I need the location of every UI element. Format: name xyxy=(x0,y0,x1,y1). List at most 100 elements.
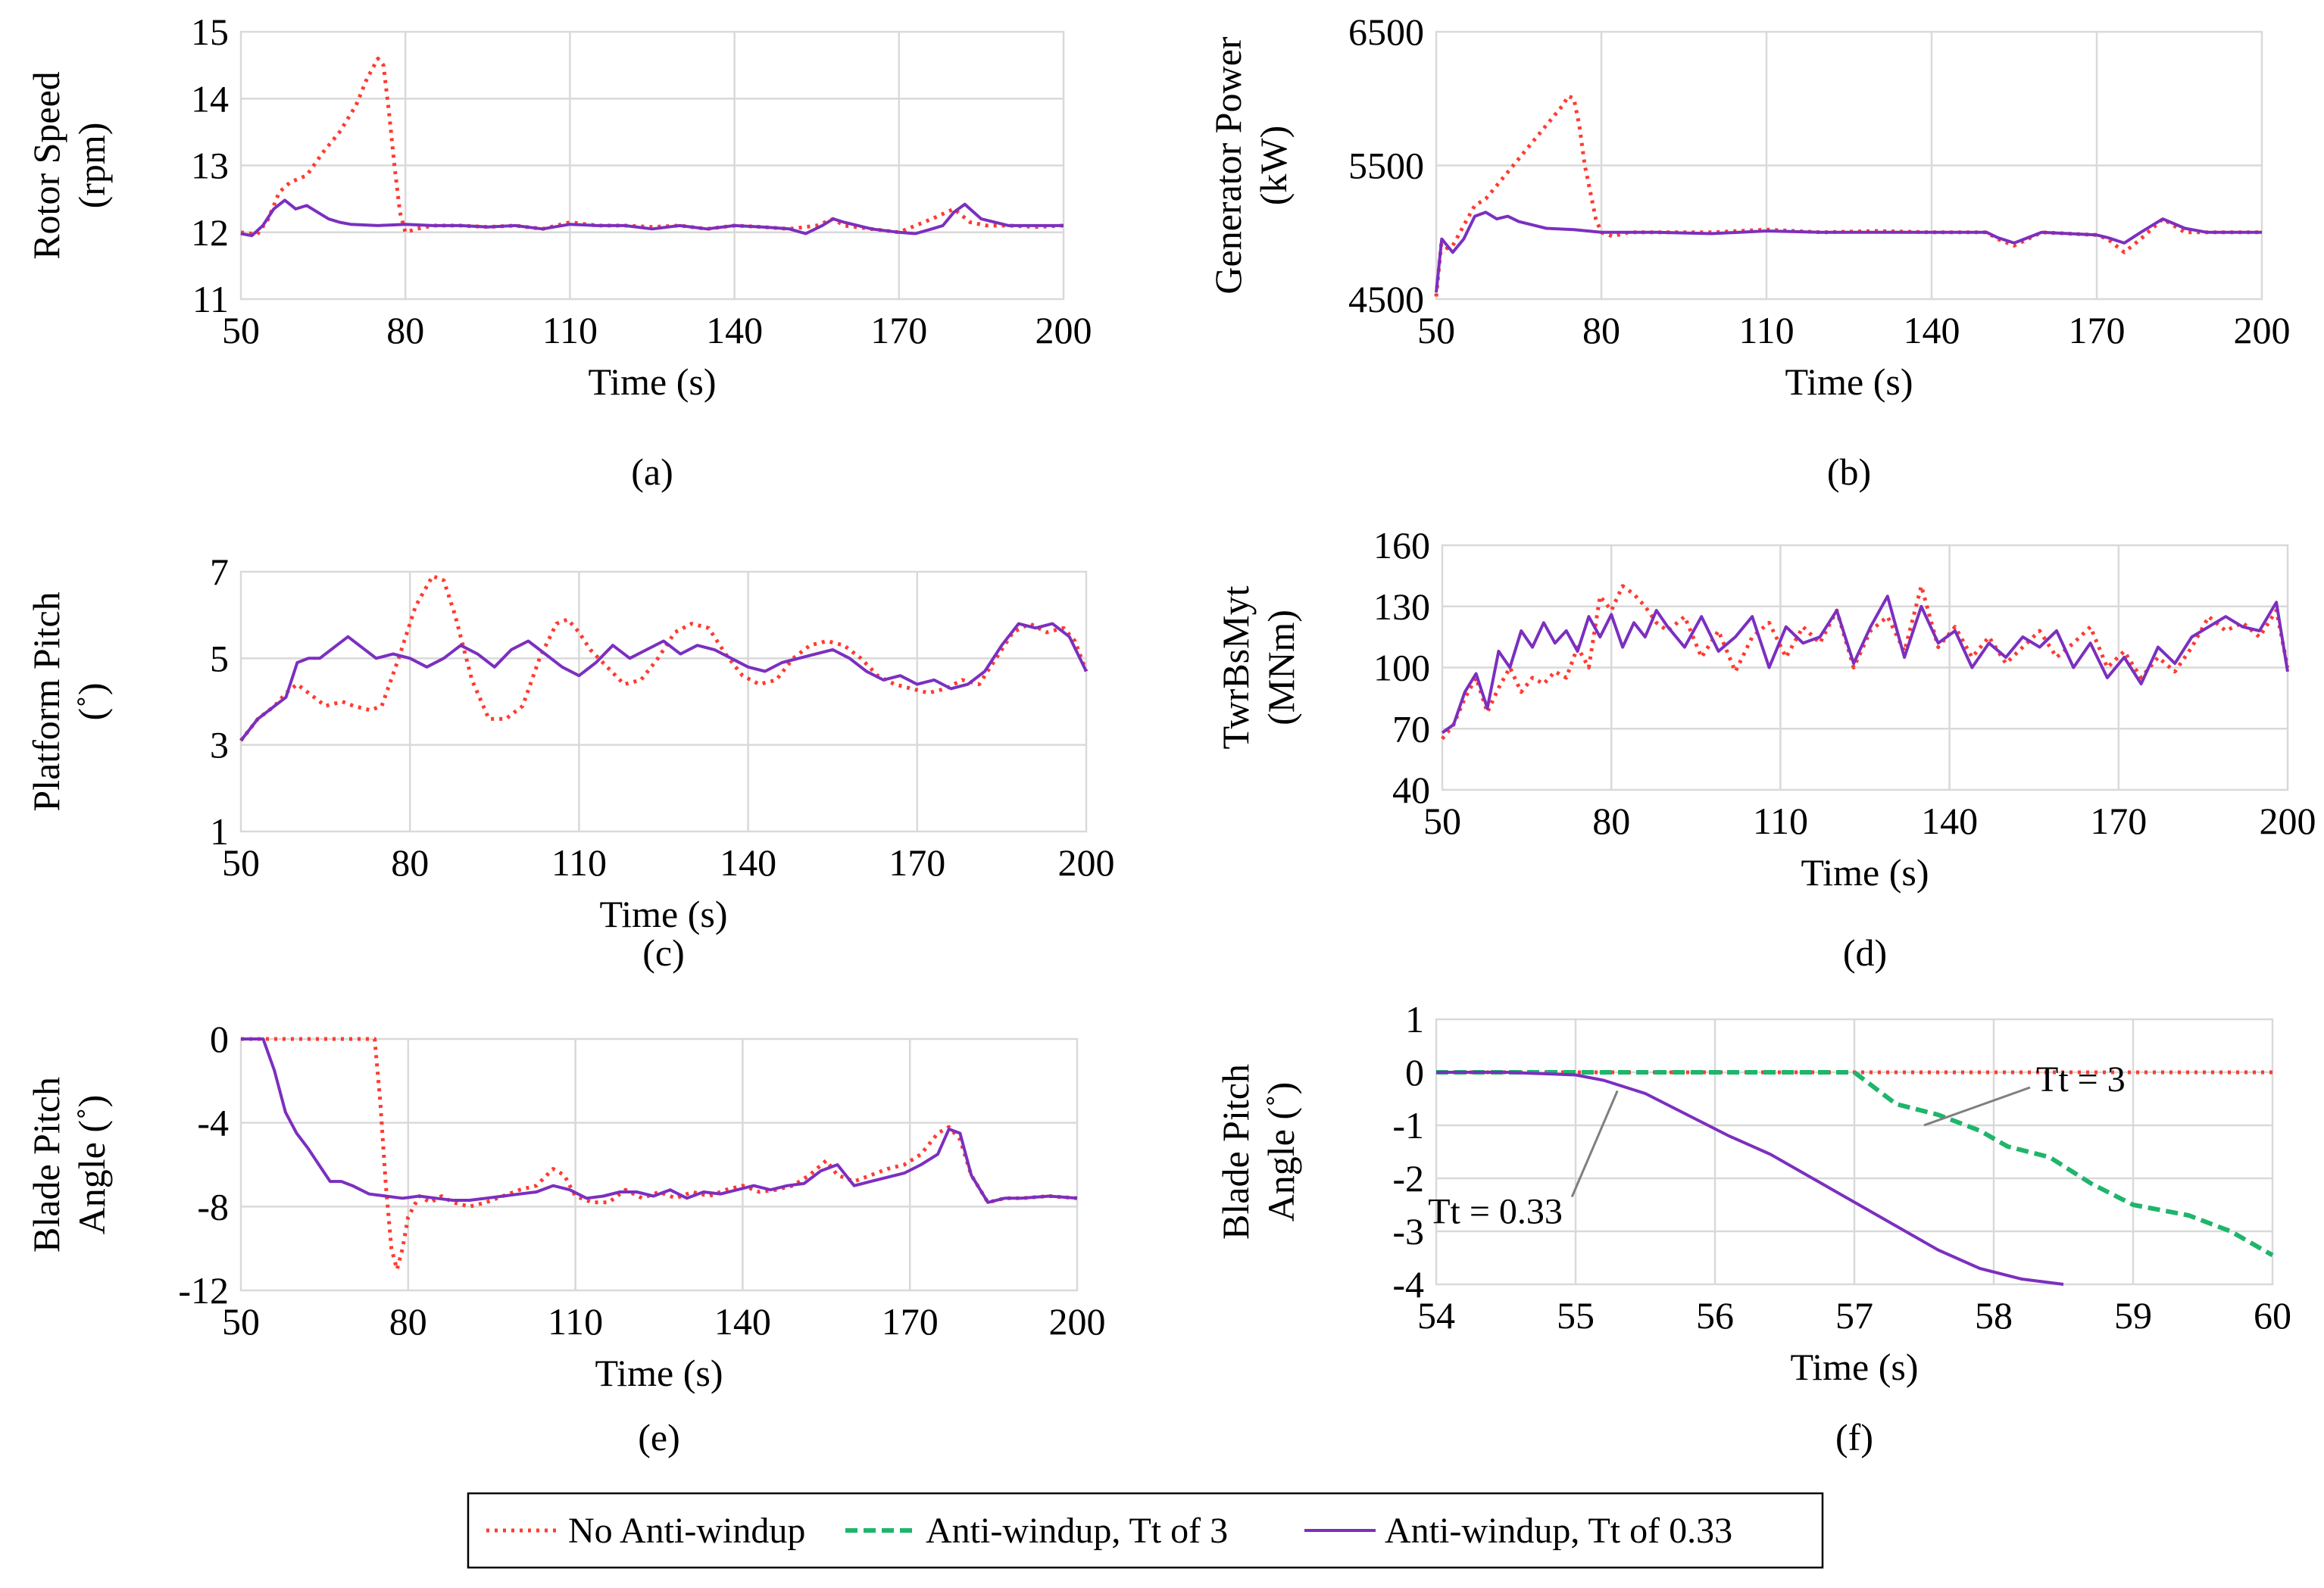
y-axis-label: Blade Pitch xyxy=(25,1077,67,1253)
legend: No Anti-windup Anti-windup, Tt of 3 Anti… xyxy=(467,1492,1824,1569)
series-line-anti-windup-tt-of-0-33 xyxy=(241,1037,1078,1204)
y-tick-label: 0 xyxy=(1405,1051,1424,1094)
x-tick-label: 140 xyxy=(1904,309,1960,351)
y-tick-label: -3 xyxy=(1392,1210,1424,1253)
y-axis-label: (rpm) xyxy=(70,123,113,209)
series-line-anti-windup-tt-of-0-33 xyxy=(240,198,1064,238)
chart-c: 50 80 110 140 170 200 1 3 5 7 Time (s) Platform Pit… xyxy=(25,551,1115,974)
panel-caption: (c) xyxy=(642,931,685,974)
y-tick-label: -12 xyxy=(178,1269,229,1312)
x-tick-label: 80 xyxy=(391,841,429,884)
x-tick-label: 80 xyxy=(1592,800,1630,842)
chart-d: 50 80 110 140 170 200 40 70 100 130 160 Time (s) Twr… xyxy=(1214,524,2316,974)
plot-frame xyxy=(239,1037,1079,1292)
x-tick-label: 200 xyxy=(1035,309,1092,351)
x-tick-label: 110 xyxy=(1738,309,1794,351)
y-axis-label: (MNm) xyxy=(1260,610,1302,725)
panel-caption: (e) xyxy=(638,1416,680,1459)
x-tick-label: 56 xyxy=(1696,1294,1734,1337)
y-tick-label: 3 xyxy=(210,724,229,766)
x-tick-label: 110 xyxy=(551,841,607,884)
y-axis-label: Rotor Speed xyxy=(25,71,67,260)
y-tick-label: 0 xyxy=(210,1018,229,1060)
legend-label-no-anti-windup: No Anti-windup xyxy=(568,1511,805,1551)
x-axis-label: Time (s) xyxy=(1785,360,1913,403)
chart-a: 50 80 110 140 170 200 11 12 13 14 15 Time (s) Rotor … xyxy=(25,11,1092,493)
series-line-no-anti-windup xyxy=(241,1037,1078,1271)
y-axis-label: Angle (˚) xyxy=(70,1095,113,1235)
x-tick-label: 60 xyxy=(2254,1294,2291,1337)
series-line-anti-windup-tt-of-0-33 xyxy=(1436,1071,2064,1286)
x-tick-label: 110 xyxy=(1753,800,1808,842)
series-line-anti-windup-tt-of-0-33 xyxy=(1441,594,2289,735)
x-tick-label: 170 xyxy=(2090,800,2147,842)
x-tick-label: 140 xyxy=(714,1300,771,1343)
x-tick-label: 140 xyxy=(1921,800,1978,842)
x-tick-label: 54 xyxy=(1417,1294,1455,1337)
x-tick-label: 50 xyxy=(222,841,260,884)
y-tick-label: -8 xyxy=(197,1185,229,1228)
x-axis-label: Time (s) xyxy=(1801,851,1929,894)
series-line-anti-windup-tt-of-0-33 xyxy=(1435,211,2262,293)
plot-frame xyxy=(239,570,1088,833)
panel-caption: (f) xyxy=(1835,1416,1873,1459)
x-tick-label: 80 xyxy=(1582,309,1620,351)
chart-b: 50 80 110 140 170 200 4500 5500 6500 Time (s) Gene… xyxy=(1207,11,2291,493)
series-line-no-anti-windup xyxy=(1441,584,2290,741)
y-tick-label: 6500 xyxy=(1348,11,1424,53)
x-tick-label: 58 xyxy=(1975,1294,2013,1337)
x-tick-label: 200 xyxy=(2234,309,2291,351)
y-tick-label: 5500 xyxy=(1348,145,1424,187)
legend-label-tt-3: Anti-windup, Tt of 3 xyxy=(926,1511,1228,1551)
x-tick-label: 110 xyxy=(542,309,598,351)
panel-caption: (d) xyxy=(1843,931,1887,974)
y-axis-label: Generator Power xyxy=(1207,36,1249,294)
y-tick-label: 7 xyxy=(210,551,229,593)
y-tick-label: 1 xyxy=(210,810,229,853)
y-tick-label: -4 xyxy=(1392,1263,1424,1306)
y-tick-label: 1 xyxy=(1405,998,1424,1040)
x-tick-label: 80 xyxy=(389,1300,427,1343)
x-tick-label: 50 xyxy=(1423,800,1461,842)
y-tick-label: 40 xyxy=(1392,769,1430,811)
y-tick-label: 130 xyxy=(1373,585,1430,628)
y-tick-label: 13 xyxy=(191,145,229,187)
x-tick-label: 140 xyxy=(706,309,763,351)
x-axis-label: Time (s) xyxy=(1790,1346,1918,1388)
y-tick-label: -4 xyxy=(197,1102,229,1144)
y-axis-label: Blade Pitch xyxy=(1214,1064,1257,1240)
x-tick-label: 57 xyxy=(1835,1294,1873,1337)
x-tick-label: 50 xyxy=(1417,309,1455,351)
x-tick-label: 55 xyxy=(1557,1294,1595,1337)
y-tick-label: 15 xyxy=(191,11,229,53)
chart-f: 54 55 56 57 58 59 60 -4 -3 -2 -1 0 1 Tt = 3 Tt = 0.33 T… xyxy=(1214,998,2291,1459)
panel-caption: (a) xyxy=(631,451,673,493)
y-axis-label: Platform Pitch xyxy=(25,591,67,811)
x-tick-label: 170 xyxy=(889,841,945,884)
annotation-leader xyxy=(1570,1090,1619,1198)
x-axis-label: Time (s) xyxy=(588,360,716,403)
x-tick-label: 170 xyxy=(870,309,927,351)
y-axis-label: (kW) xyxy=(1252,126,1295,206)
annotation-tt-3: Tt = 3 xyxy=(2036,1059,2126,1100)
x-tick-label: 50 xyxy=(222,309,260,351)
y-tick-label: 11 xyxy=(192,278,229,320)
x-tick-label: 140 xyxy=(720,841,776,884)
annotation-tt-033: Tt = 0.33 xyxy=(1428,1192,1563,1232)
y-axis-label: TwrBsMyt xyxy=(1214,585,1257,749)
legend-frame xyxy=(467,1492,1824,1569)
y-axis-label: (˚) xyxy=(70,683,113,721)
x-tick-label: 170 xyxy=(882,1300,939,1343)
x-tick-label: 80 xyxy=(386,309,424,351)
series-line-anti-windup-tt-of-0-33 xyxy=(239,622,1088,742)
y-tick-label: 14 xyxy=(191,77,229,120)
series-line-no-anti-windup xyxy=(240,56,1064,236)
y-tick-label: 5 xyxy=(210,637,229,679)
chart-e: 50 80 110 140 170 200 -12 -8 -4 0 Time (s) Blade Pi… xyxy=(25,1018,1106,1459)
annotation-leader xyxy=(1923,1086,2031,1127)
legend-label-tt-033: Anti-windup, Tt of 0.33 xyxy=(1385,1511,1732,1551)
panel-caption: (b) xyxy=(1827,451,1871,493)
x-axis-label: Time (s) xyxy=(599,893,727,935)
